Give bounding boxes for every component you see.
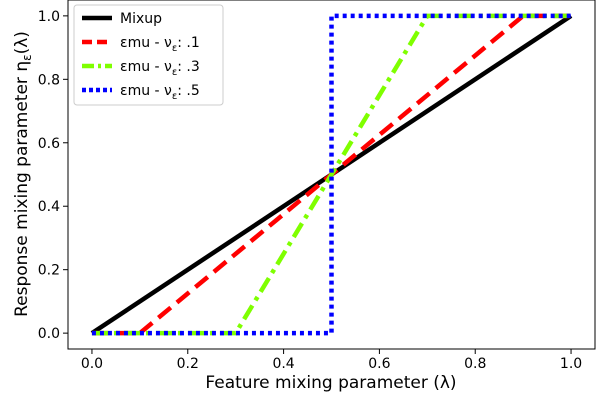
legend-label-3: εmu - νε: .3 [120, 59, 200, 78]
x-tick-label: 1.0 [560, 356, 582, 372]
y-axis-label-group: Response mixing parameter ηε(λ) [12, 31, 34, 317]
legend: Mixup εmu - νε: .1 εmu - νε: .3 εmu - νε: .… [73, 4, 224, 106]
x-tick-label: 0.8 [464, 356, 486, 372]
legend-label-2: εmu - νε: .1 [120, 35, 200, 54]
y-tick-label: 0.0 [38, 326, 60, 342]
x-axis-label: Feature mixing parameter (λ) [205, 373, 456, 393]
x-tick-label: 0.0 [81, 356, 103, 372]
legend-label-1: Mixup [120, 11, 162, 27]
y-tick-label: 0.6 [38, 136, 60, 152]
series-line-3 [91, 13, 572, 336]
y-axis-label-tail: (λ) [12, 31, 32, 54]
x-tick-label: 0.2 [177, 356, 199, 372]
legend-items: Mixup εmu - νε: .1 εmu - νε: .3 εmu - νε: .… [82, 11, 200, 102]
y-tick-label: 0.2 [38, 263, 60, 279]
y-tick-label: 0.8 [38, 72, 60, 88]
y-axis-label-sub: ε [20, 54, 34, 61]
y-axis-label-main: Response mixing parameter η [12, 61, 32, 317]
legend-box [73, 4, 224, 106]
legend-label-4: εmu - νε: .5 [120, 83, 200, 102]
x-tick-label: 0.4 [272, 356, 294, 372]
series-layer [90, 13, 573, 336]
y-tick-label: 0.4 [38, 199, 60, 215]
y-axis-label: Response mixing parameter ηε(λ) [12, 31, 34, 317]
ticks-layer: 0.0 0.2 0.4 0.6 0.8 1.0 0.0 0.2 0.4 0.6 0.8 1.0 [38, 9, 582, 372]
x-tick-label: 0.6 [368, 356, 390, 372]
y-tick-label: 1.0 [38, 9, 60, 25]
